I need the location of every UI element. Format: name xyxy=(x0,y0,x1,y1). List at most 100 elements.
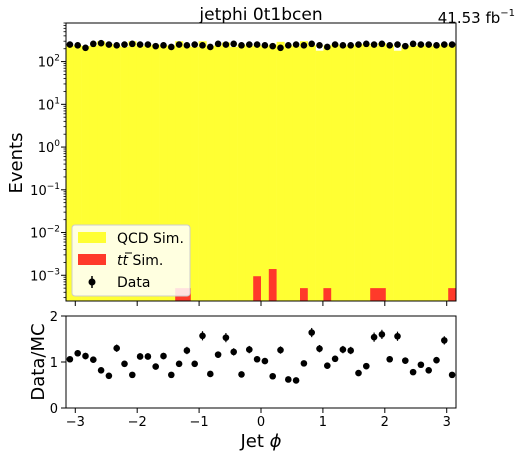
qcd-bar xyxy=(73,45,82,302)
data-point xyxy=(324,43,331,51)
data-point xyxy=(378,40,386,48)
ratio-point xyxy=(121,360,128,368)
data-point xyxy=(144,41,152,48)
ratio-point xyxy=(261,357,269,365)
ratio-point xyxy=(339,346,347,353)
ttbar-bar xyxy=(323,288,332,301)
qcd-bar xyxy=(261,46,270,301)
qcd-bar xyxy=(190,46,199,301)
data-point xyxy=(394,41,401,48)
data-point xyxy=(82,44,89,52)
data-point xyxy=(90,40,97,48)
ratio-point xyxy=(191,360,198,368)
ratio-point xyxy=(285,376,292,383)
legend-swatch-ttbar xyxy=(78,254,106,265)
ratio-point xyxy=(409,368,417,376)
qcd-bar xyxy=(144,45,153,302)
qcd-bar xyxy=(128,41,137,302)
ratio-point xyxy=(97,366,105,374)
chart-title: jetphi 0t1bcen xyxy=(198,5,322,25)
data-point xyxy=(66,41,74,48)
legend: QCD Sim. tt Sim. Data xyxy=(71,224,191,297)
main-y-ticks: 10−3 10−2 10−1 100 101 102 xyxy=(30,22,66,299)
y-tick-label: 102 xyxy=(38,54,60,71)
ratio-point xyxy=(105,372,113,380)
data-point xyxy=(97,39,105,47)
data-point xyxy=(300,42,308,49)
x-tick-label: −3 xyxy=(66,415,85,430)
data-point xyxy=(363,40,370,48)
qcd-bar xyxy=(432,44,441,302)
y-axis-label-ratio: Data/MC xyxy=(28,323,49,400)
qcd-bar xyxy=(315,50,324,301)
ttbar-bar xyxy=(448,288,456,301)
x-tick-label: −2 xyxy=(128,415,147,430)
ratio-point xyxy=(160,352,167,360)
legend-label-ttbar: tt Sim. xyxy=(117,253,163,269)
qcd-bar xyxy=(183,46,192,301)
ratio-point xyxy=(370,333,378,341)
data-point xyxy=(269,42,277,50)
ratio-point xyxy=(168,371,175,379)
data-point xyxy=(409,40,417,48)
qcd-bar xyxy=(151,44,160,302)
qcd-bar xyxy=(237,44,246,302)
ratio-point xyxy=(90,356,97,364)
ttbar-bar xyxy=(253,276,261,301)
luminosity-exponent: −1 xyxy=(500,8,515,19)
ratio-point xyxy=(425,366,433,374)
ratio-point xyxy=(448,371,456,379)
x-tick-label: 1 xyxy=(319,415,327,430)
data-point xyxy=(355,41,362,48)
y-tick-label: 10−2 xyxy=(30,225,60,242)
qcd-bar xyxy=(440,45,449,302)
qcd-bar xyxy=(81,46,90,301)
qcd-bar xyxy=(284,45,293,302)
qcd-bar xyxy=(206,46,215,301)
data-point xyxy=(238,42,245,49)
data-point xyxy=(129,40,136,48)
ratio-point xyxy=(386,355,394,363)
x-axis-label: Jet ϕ xyxy=(239,431,281,452)
qcd-bar xyxy=(362,43,371,302)
data-point xyxy=(292,41,300,48)
qcd-bar xyxy=(346,45,355,302)
qcd-bar xyxy=(222,42,231,301)
data-point xyxy=(370,41,378,48)
ratio-point xyxy=(66,355,74,363)
qcd-bar xyxy=(105,43,114,302)
data-point xyxy=(425,41,433,48)
qcd-bar xyxy=(323,45,332,302)
qcd-bar xyxy=(268,44,277,302)
ratio-point xyxy=(113,344,120,352)
data-point xyxy=(214,40,222,48)
qcd-bar xyxy=(424,46,433,301)
ratio-point xyxy=(230,348,237,356)
ratio-point xyxy=(269,372,277,380)
ratio-panel: 0 1 2 −3 −2 −1 0 1 2 3 Data/MC Jet ϕ xyxy=(28,310,457,452)
data-point xyxy=(261,42,269,49)
qcd-bar xyxy=(97,41,106,302)
x-tick-label: −1 xyxy=(190,415,209,430)
qcd-bar xyxy=(292,46,301,301)
ratio-point xyxy=(363,362,370,370)
data-point xyxy=(277,44,284,52)
data-point xyxy=(183,42,191,49)
qcd-bar xyxy=(300,41,309,302)
data-point xyxy=(246,41,253,48)
ratio-point xyxy=(238,371,245,378)
data-point xyxy=(253,41,261,48)
data-point xyxy=(331,41,339,48)
ratio-point xyxy=(253,355,261,363)
ratio-y-tick-label: 1 xyxy=(50,356,58,371)
data-point xyxy=(417,41,425,48)
ratio-point xyxy=(246,346,253,353)
qcd-bar xyxy=(385,45,394,302)
ratio-point xyxy=(331,355,339,363)
data-point xyxy=(347,42,355,49)
data-point xyxy=(152,42,159,50)
qcd-bar xyxy=(120,46,129,301)
data-point xyxy=(121,41,128,48)
ratio-point xyxy=(129,371,136,379)
ratio-y-ticks: 0 1 2 xyxy=(50,310,66,417)
